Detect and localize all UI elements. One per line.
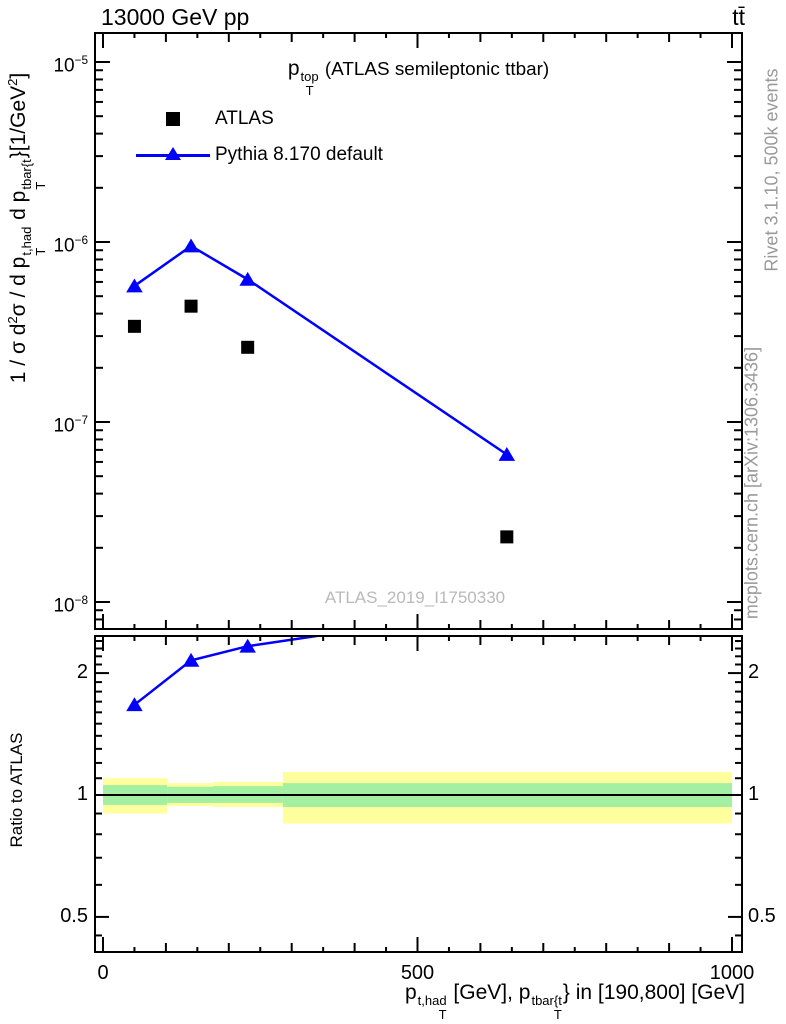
- pythia-line: [133, 244, 508, 456]
- legend-label-pythia: Pythia 8.170 default: [215, 144, 383, 165]
- legend-item-pythia: Pythia 8.170 default: [133, 137, 383, 173]
- ratio-triangle-marker: [182, 652, 200, 667]
- uncertainty-bands: [103, 771, 732, 824]
- main-y-tick-label: 10−7: [53, 414, 88, 437]
- main-y-tick-label: 10−5: [53, 54, 88, 77]
- x-tick-label: 500: [400, 962, 435, 984]
- x-tick-label: 1000: [709, 962, 755, 984]
- atlas-square-marker: [184, 299, 198, 313]
- ratio-y-tick-label-right: 2: [748, 661, 760, 684]
- beam-energy-title: 13000 GeV pp: [101, 4, 250, 30]
- legend-label-atlas: ATLAS: [215, 108, 274, 129]
- main-y-axis-title: 1 / σ d2σ / d p t,had T d p tbar{t T}[1/GeV2…: [4, 72, 48, 384]
- ratio-y-tick-label-left: 1: [76, 783, 88, 805]
- rivet-version-text: Rivet 3.1.10, 500k events: [761, 68, 782, 272]
- main-y-tick-label: 10−8: [53, 594, 88, 617]
- triangle-marker-icon: [165, 147, 181, 160]
- atlas-square-marker: [500, 530, 514, 544]
- legend-item-atlas: ATLAS: [133, 101, 383, 137]
- ratio-y-tick-label-right: 0.5: [748, 904, 776, 927]
- pythia-marker-cell: [133, 137, 213, 173]
- pythia-triangle-marker: [126, 278, 143, 293]
- ratio-y-tick-label-right: 1: [748, 783, 760, 805]
- atlas-marker-cell: [133, 101, 213, 137]
- axis-ticks: [95, 33, 742, 952]
- pythia-series: [126, 238, 516, 461]
- square-marker-icon: [166, 112, 180, 126]
- x-tick-label: 0: [97, 962, 109, 984]
- observable-title: p top T (ATLAS semileptonic ttbar): [287, 57, 550, 98]
- ratio-triangle-marker: [239, 638, 256, 653]
- atlas-square-marker: [241, 340, 255, 354]
- mcplots-reference-text: mcplots.cern.ch [arXiv:1306.3436]: [741, 346, 762, 620]
- pythia-triangle-marker: [498, 446, 516, 461]
- ratio-line: [133, 636, 325, 706]
- legend: ATLAS Pythia 8.170 default: [133, 101, 383, 173]
- atlas-square-marker: [127, 319, 141, 333]
- pythia-triangle-marker: [182, 238, 200, 253]
- main-y-tick-label: 10−6: [53, 234, 88, 257]
- ratio-series-pythia: [126, 636, 325, 712]
- analysis-id-watermark: ATLAS_2019_I1750330: [324, 588, 506, 607]
- ratio-triangle-marker: [126, 697, 143, 712]
- ratio-y-tick-label-left: 2: [76, 661, 88, 684]
- atlas-series: [127, 299, 514, 544]
- x-axis-title: p t,had T [GeV], p tbar{t T} in [190,800] [G…: [404, 981, 745, 1022]
- ratio-y-tick-label-left: 0.5: [60, 904, 88, 927]
- process-title-ttbar: tt̄: [732, 4, 745, 30]
- pythia-triangle-marker: [239, 271, 256, 286]
